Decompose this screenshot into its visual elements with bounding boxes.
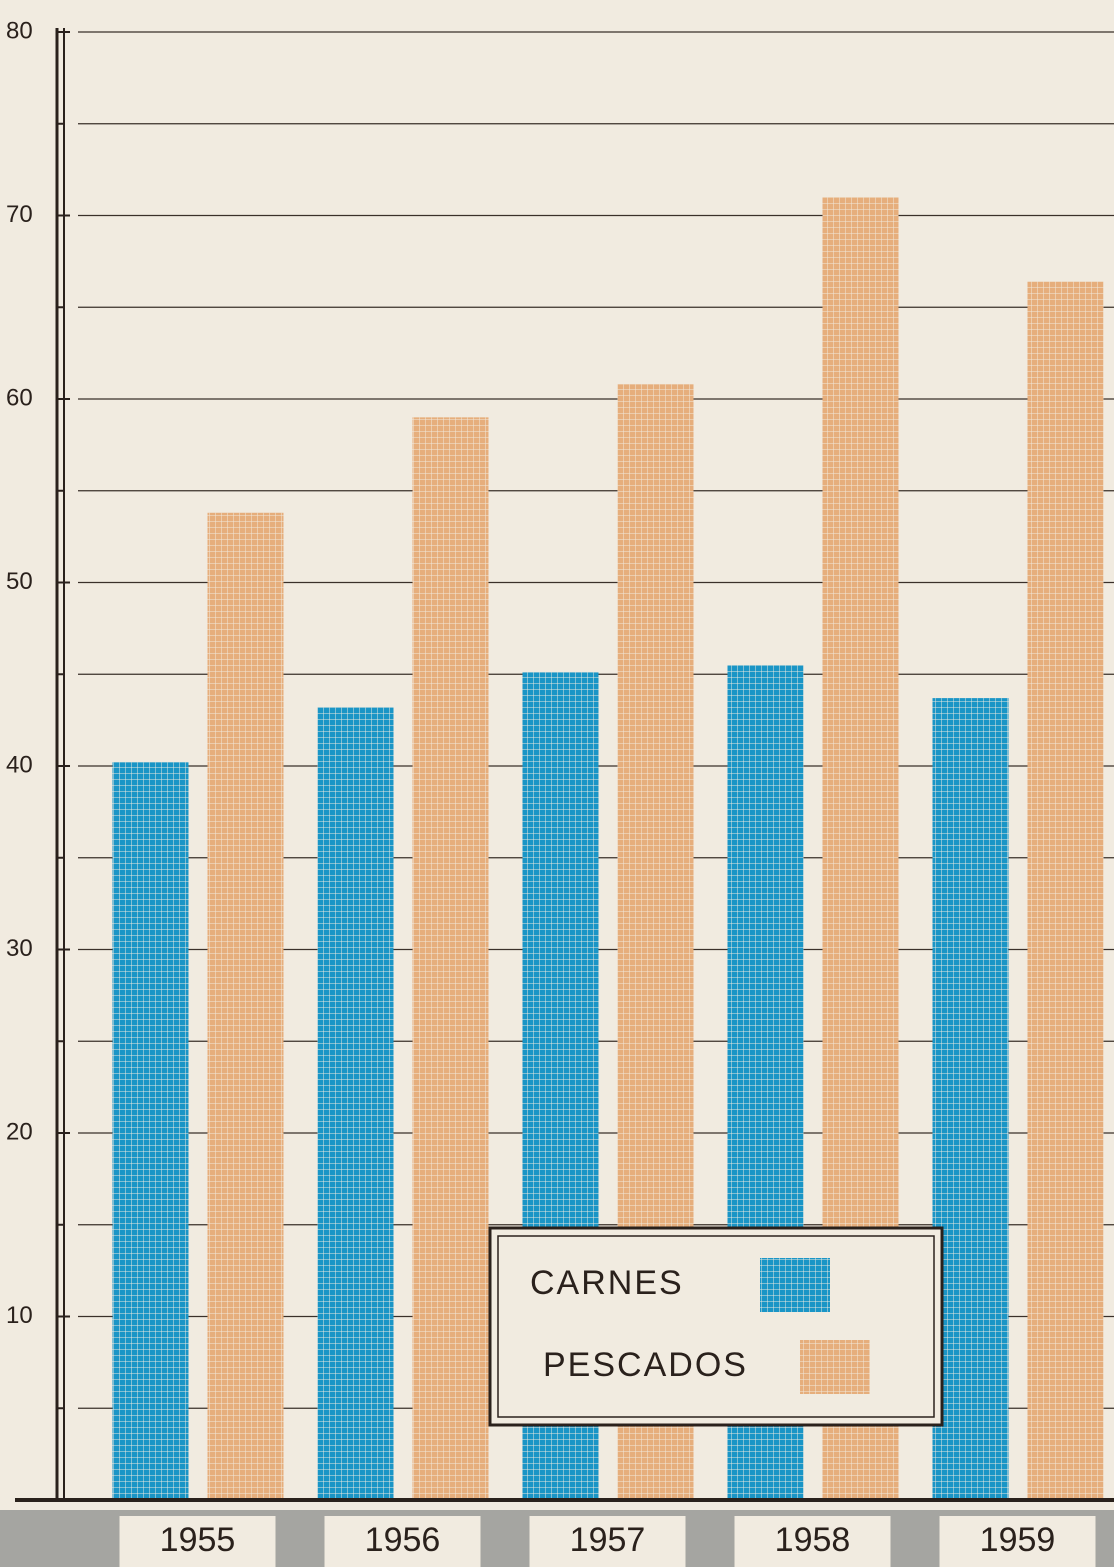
x-tick-label: 1958 — [775, 1521, 851, 1559]
legend-swatch-texture — [800, 1340, 870, 1394]
legend-label: PESCADOS — [543, 1346, 748, 1384]
category-box — [119, 1516, 276, 1567]
bar-texture — [112, 762, 189, 1500]
y-tick-label: 20 — [6, 1118, 33, 1145]
axis — [15, 28, 1114, 1502]
category-box — [529, 1516, 686, 1567]
bar-texture — [317, 707, 394, 1500]
x-tick-label: 1955 — [160, 1521, 236, 1559]
x-tick-label: 1959 — [980, 1521, 1056, 1559]
y-tick-label: 50 — [6, 568, 33, 595]
category-box — [939, 1516, 1096, 1567]
legend-label: CARNES — [530, 1264, 684, 1302]
bar-texture — [932, 698, 1009, 1500]
x-tick-label: 1956 — [365, 1521, 441, 1559]
x-tick-label: 1957 — [570, 1521, 646, 1559]
bar-texture — [207, 512, 284, 1500]
y-tick-label: 10 — [6, 1302, 33, 1329]
category-box — [324, 1516, 481, 1567]
y-tick-label: 40 — [6, 751, 33, 778]
y-tick-label: 60 — [6, 384, 33, 411]
y-tick-label: 30 — [6, 935, 33, 962]
bar-texture — [1027, 281, 1104, 1500]
y-tick-label: 70 — [6, 201, 33, 228]
category-box — [734, 1516, 891, 1567]
legend: CARNES PESCADOS — [488, 1226, 944, 1427]
y-tick-label: 80 — [6, 17, 33, 44]
bar-texture — [412, 417, 489, 1501]
legend-swatch-texture — [760, 1258, 830, 1312]
